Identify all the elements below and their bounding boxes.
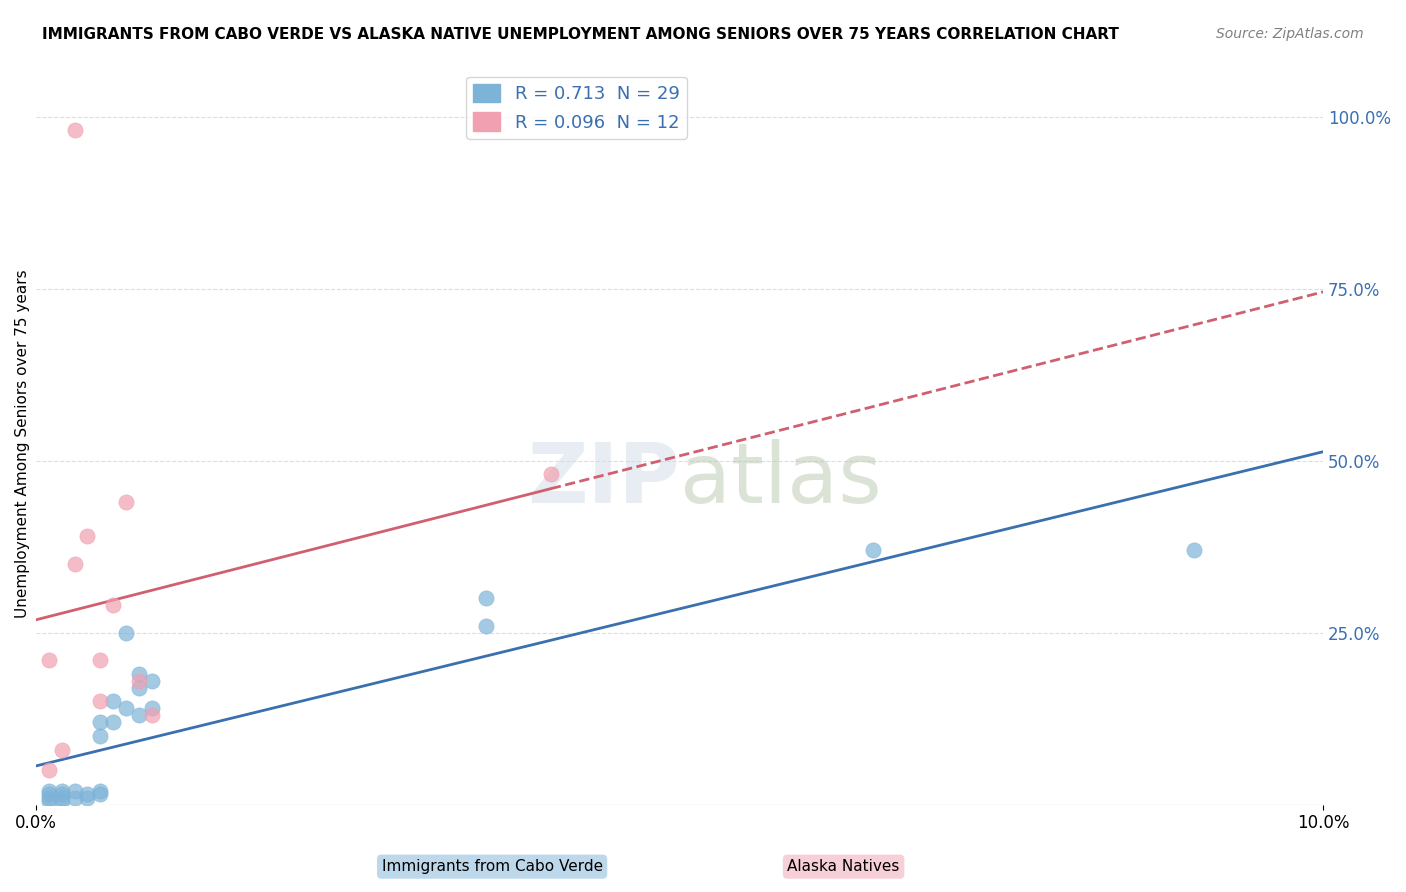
Point xyxy=(38,790,60,805)
Text: Alaska Natives: Alaska Natives xyxy=(787,859,900,874)
Point xyxy=(89,729,111,743)
Point xyxy=(51,790,73,805)
Point xyxy=(89,784,111,798)
Point xyxy=(115,625,138,640)
Point xyxy=(89,694,111,708)
Point xyxy=(101,598,124,612)
Point xyxy=(540,467,562,482)
Point xyxy=(76,529,98,543)
Point xyxy=(51,794,73,808)
Point xyxy=(76,788,98,802)
Point xyxy=(128,667,150,681)
Text: atlas: atlas xyxy=(679,439,882,520)
Point xyxy=(89,788,111,802)
Point xyxy=(89,715,111,730)
Point xyxy=(63,557,86,571)
Point xyxy=(38,764,60,778)
Point xyxy=(38,794,60,808)
Text: Source: ZipAtlas.com: Source: ZipAtlas.com xyxy=(1216,27,1364,41)
Point xyxy=(1184,543,1206,558)
Point xyxy=(475,591,498,606)
Text: Immigrants from Cabo Verde: Immigrants from Cabo Verde xyxy=(381,859,603,874)
Point xyxy=(38,653,60,667)
Point xyxy=(38,784,60,798)
Point xyxy=(76,790,98,805)
Point xyxy=(101,715,124,730)
Point xyxy=(141,701,163,715)
Point xyxy=(862,543,884,558)
Point xyxy=(89,653,111,667)
Legend: R = 0.713  N = 29, R = 0.096  N = 12: R = 0.713 N = 29, R = 0.096 N = 12 xyxy=(467,77,688,139)
Point xyxy=(115,701,138,715)
Text: ZIP: ZIP xyxy=(527,439,679,520)
Point xyxy=(51,742,73,756)
Point xyxy=(63,784,86,798)
Point xyxy=(475,619,498,633)
Point xyxy=(38,788,60,802)
Point xyxy=(141,708,163,723)
Point xyxy=(128,681,150,695)
Point xyxy=(128,673,150,688)
Point xyxy=(51,784,73,798)
Point xyxy=(101,694,124,708)
Point xyxy=(63,123,86,137)
Point xyxy=(128,708,150,723)
Point xyxy=(115,495,138,509)
Point xyxy=(51,788,73,802)
Text: IMMIGRANTS FROM CABO VERDE VS ALASKA NATIVE UNEMPLOYMENT AMONG SENIORS OVER 75 Y: IMMIGRANTS FROM CABO VERDE VS ALASKA NAT… xyxy=(42,27,1119,42)
Point xyxy=(63,790,86,805)
Y-axis label: Unemployment Among Seniors over 75 years: Unemployment Among Seniors over 75 years xyxy=(15,269,31,618)
Point xyxy=(141,673,163,688)
